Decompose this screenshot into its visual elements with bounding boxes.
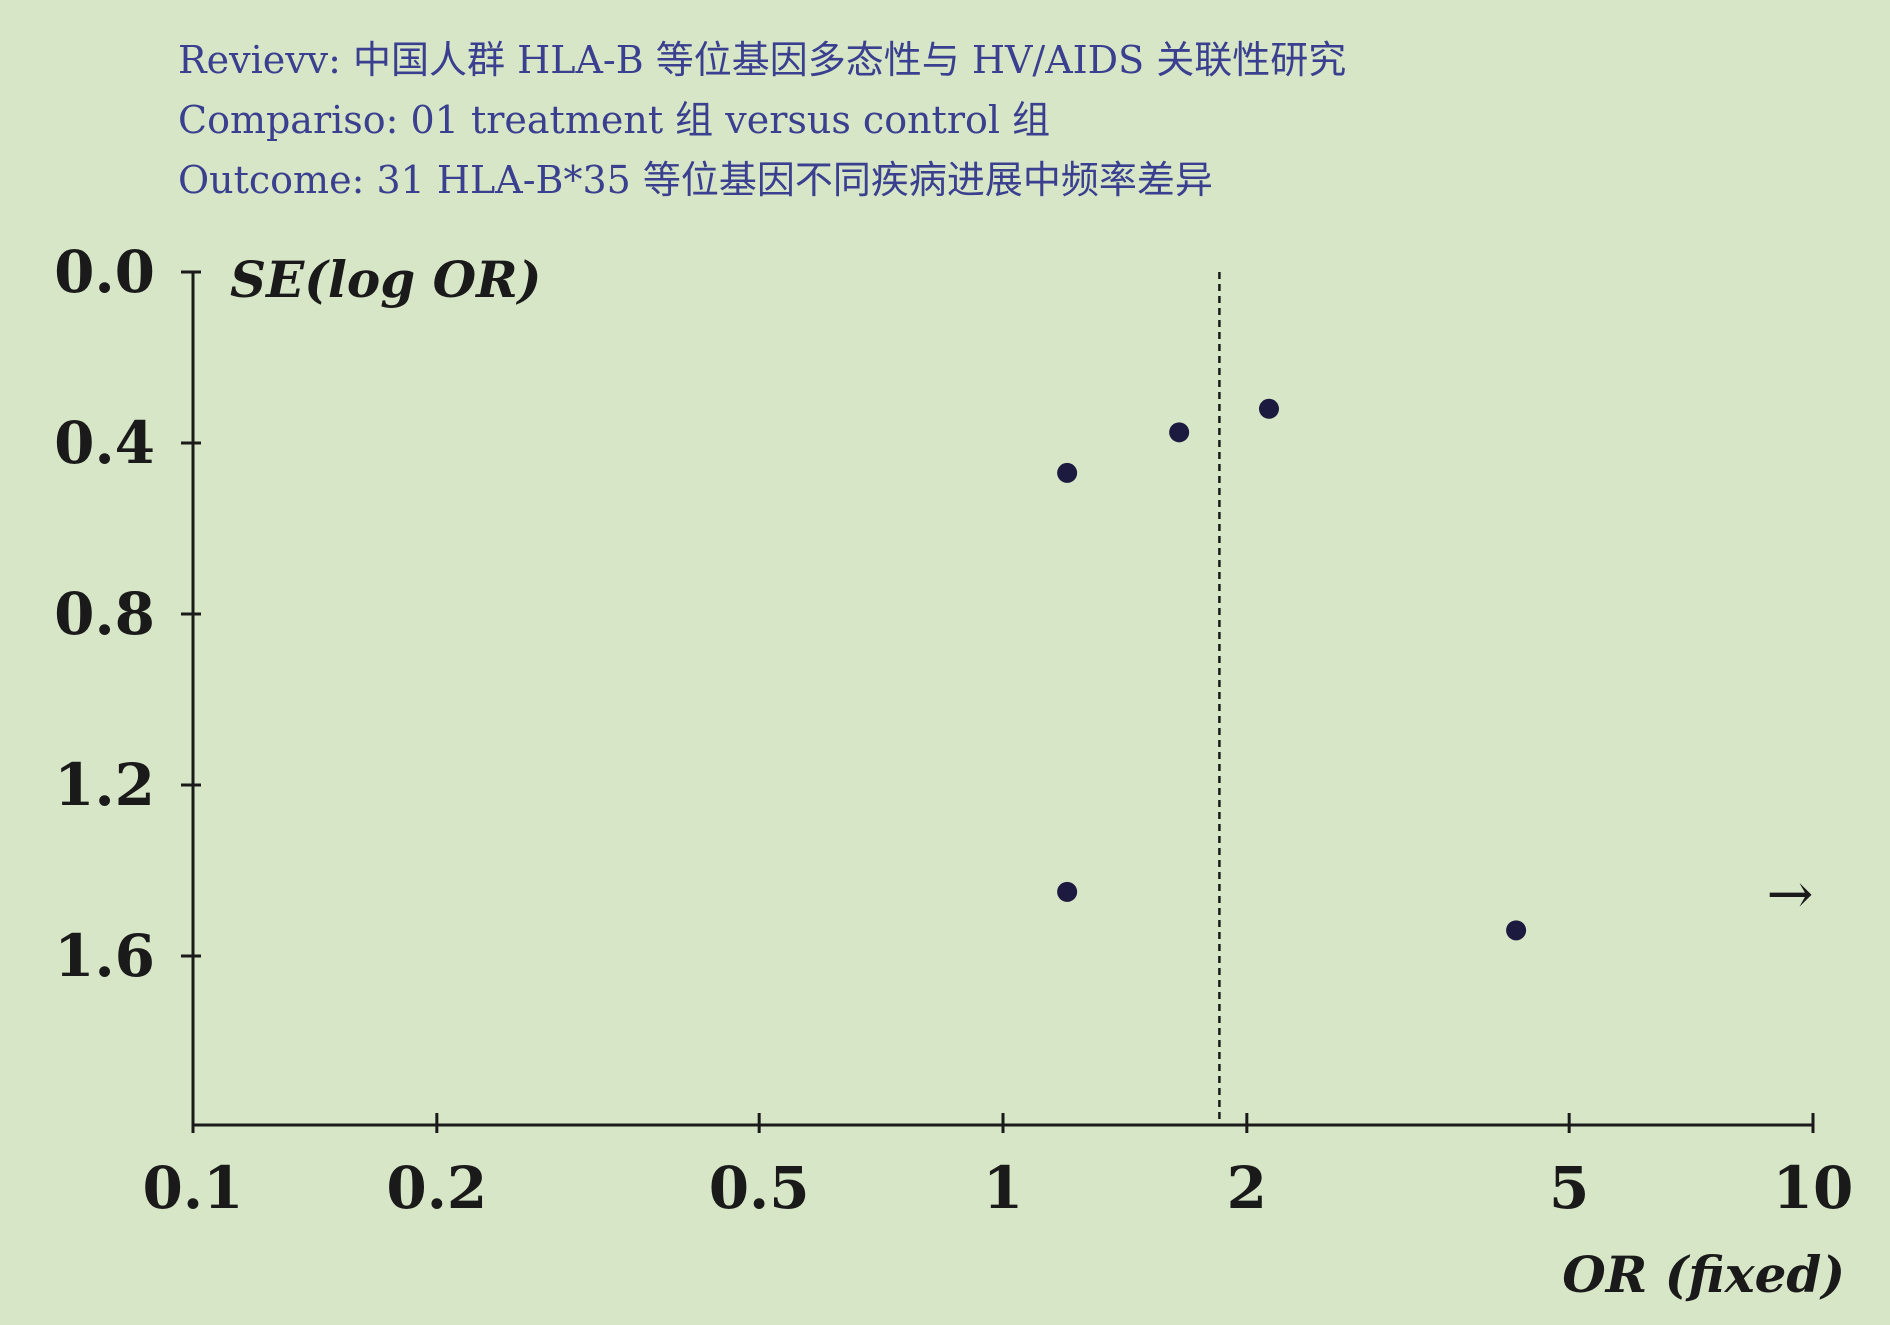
- x-tick-label: 2: [1227, 1154, 1267, 1222]
- x-tick-label: 0.5: [709, 1154, 810, 1222]
- y-tick-label: 0.0: [54, 238, 155, 306]
- x-tick-label: 1: [983, 1154, 1023, 1222]
- data-point: [1057, 462, 1078, 483]
- data-point: [1057, 881, 1078, 902]
- x-axis-ticks: 0.1 0.2 0.5 1 2 5 10: [143, 1113, 1854, 1222]
- chart-header: Revievv: 中国人群 HLA-B 等位基因多态性与 HV/AIDS 关联性…: [178, 30, 1346, 210]
- y-tick-label: 0.8: [54, 580, 155, 648]
- comparison-title: Compariso: 01 treatment 组 versus control…: [178, 98, 1051, 142]
- x-tick-label: 5: [1549, 1154, 1589, 1222]
- y-axis-ticks: 0.0 0.4 0.8 1.2 1.6: [54, 238, 201, 990]
- x-tick-label: 0.2: [386, 1154, 487, 1222]
- x-tick-label: 10: [1773, 1154, 1854, 1222]
- data-points: [1057, 398, 1527, 941]
- data-point: [1258, 398, 1279, 419]
- x-tick-label: 0.1: [143, 1154, 244, 1222]
- data-point: [1506, 920, 1527, 941]
- plot-axes: [191, 272, 1813, 1127]
- x-axis-title: OR (fixed): [1562, 1245, 1845, 1304]
- y-tick-label: 1.2: [54, 751, 155, 819]
- review-title: Revievv: 中国人群 HLA-B 等位基因多态性与 HV/AIDS 关联性…: [178, 38, 1347, 82]
- off-scale-arrow: →: [1767, 862, 1814, 927]
- y-tick-label: 0.4: [54, 409, 155, 477]
- data-point: [1169, 422, 1190, 443]
- y-axis-title: SE(log OR): [230, 250, 541, 309]
- y-tick-label: 1.6: [54, 922, 155, 990]
- outcome-title: Outcome: 31 HLA-B*35 等位基因不同疾病进展中频率差异: [178, 158, 1213, 202]
